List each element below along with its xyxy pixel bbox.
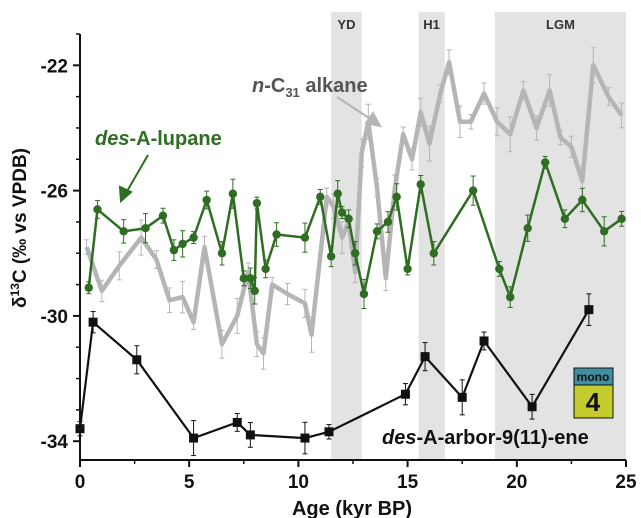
arborene-point [420,352,430,362]
y-tick-label: -30 [41,307,68,328]
arborene-point [457,392,467,402]
interval-label-h1: H1 [423,17,440,32]
lupane-point [599,227,609,236]
y-axis-label: δ13C (‰ vs VPDB) [8,148,31,308]
lupane-point [178,239,187,249]
lupane-point [272,230,281,239]
mono-4-badge: mono 4 [573,367,614,419]
lupane-point [119,227,128,236]
lupane-point [540,158,550,167]
lupane-point [416,180,425,189]
arborene-series [75,293,594,457]
lupane-point [300,233,310,242]
series-layer [75,47,626,457]
arborene-point [400,389,410,399]
x-tick-label: 20 [506,472,527,493]
arborene-point [232,417,242,427]
lupane-point [169,245,179,255]
arborene-line [78,309,590,440]
lupane-point [316,192,325,202]
x-tick-label: 10 [288,472,309,493]
lupane-point [228,189,238,198]
badge-number: 4 [586,387,601,417]
lupane-point [344,214,353,224]
lupane-point [560,214,570,224]
arborene-point [584,305,594,315]
interval-label-lgm: LGM [546,17,575,32]
alkane-line [84,59,624,356]
lupane-point [333,189,342,198]
y-tick-label: -26 [41,182,68,203]
lupane-point [403,264,412,274]
lupane-point [217,249,227,258]
lupane-point [429,249,439,258]
arborene-point [132,355,142,365]
interval-labels: YD H1 LGM [337,17,575,32]
lupane-point [617,214,626,224]
arborene-point [189,433,199,443]
lupane-point [158,211,168,220]
interval-label-yd: YD [337,17,355,32]
y-tick-label: -34 [41,432,69,453]
lupane-point [189,233,198,242]
x-tick-label: 5 [184,472,195,493]
arborene-point [527,402,537,412]
lupane-point [250,286,259,296]
lupane-point [326,252,336,261]
arborene-point [479,336,489,346]
x-axis-label: Age (kyr BP) [292,498,412,518]
arborene-series-label: des-A-arbor-9(11)-ene [382,427,589,449]
x-tick-label: 25 [615,472,637,493]
alkane-label-arrow [336,96,382,128]
lupane-series [84,155,626,310]
lupane-point [246,274,255,283]
y-tick-label: -22 [41,56,68,77]
lupane-point [523,224,532,233]
arborene-point [88,317,98,327]
lupane-point [350,249,360,258]
lupane-point [372,227,382,236]
lupane-point [495,264,504,274]
lupane-point [383,217,393,227]
x-tick-label: 15 [397,472,419,493]
arborene-point [245,430,255,440]
alkane-series-label: n-C31 alkane [252,75,368,100]
lupane-point [392,192,401,202]
lupane-point [468,186,478,195]
badge-top-label: mono [577,370,610,384]
lupane-series-label: des-A-lupane [95,128,222,150]
lupane-point [93,205,102,214]
x-tick-label: 0 [75,472,86,493]
lupane-point [578,195,587,205]
lupane-point [506,292,515,302]
axes: 0 5 10 15 20 25 -22 -26 -30 -34 [41,33,637,493]
arborene-point [324,427,334,437]
lupane-point [141,224,150,233]
lupane-point [239,274,248,283]
lupane-point [84,283,93,292]
lupane-line [87,161,623,299]
arborene-point [300,433,310,443]
lupane-point [202,195,211,205]
lupane-point [337,208,347,217]
lupane-point [261,264,270,274]
lupane-label-arrow [118,154,149,204]
lupane-point [252,198,262,208]
lupane-point [359,289,369,299]
